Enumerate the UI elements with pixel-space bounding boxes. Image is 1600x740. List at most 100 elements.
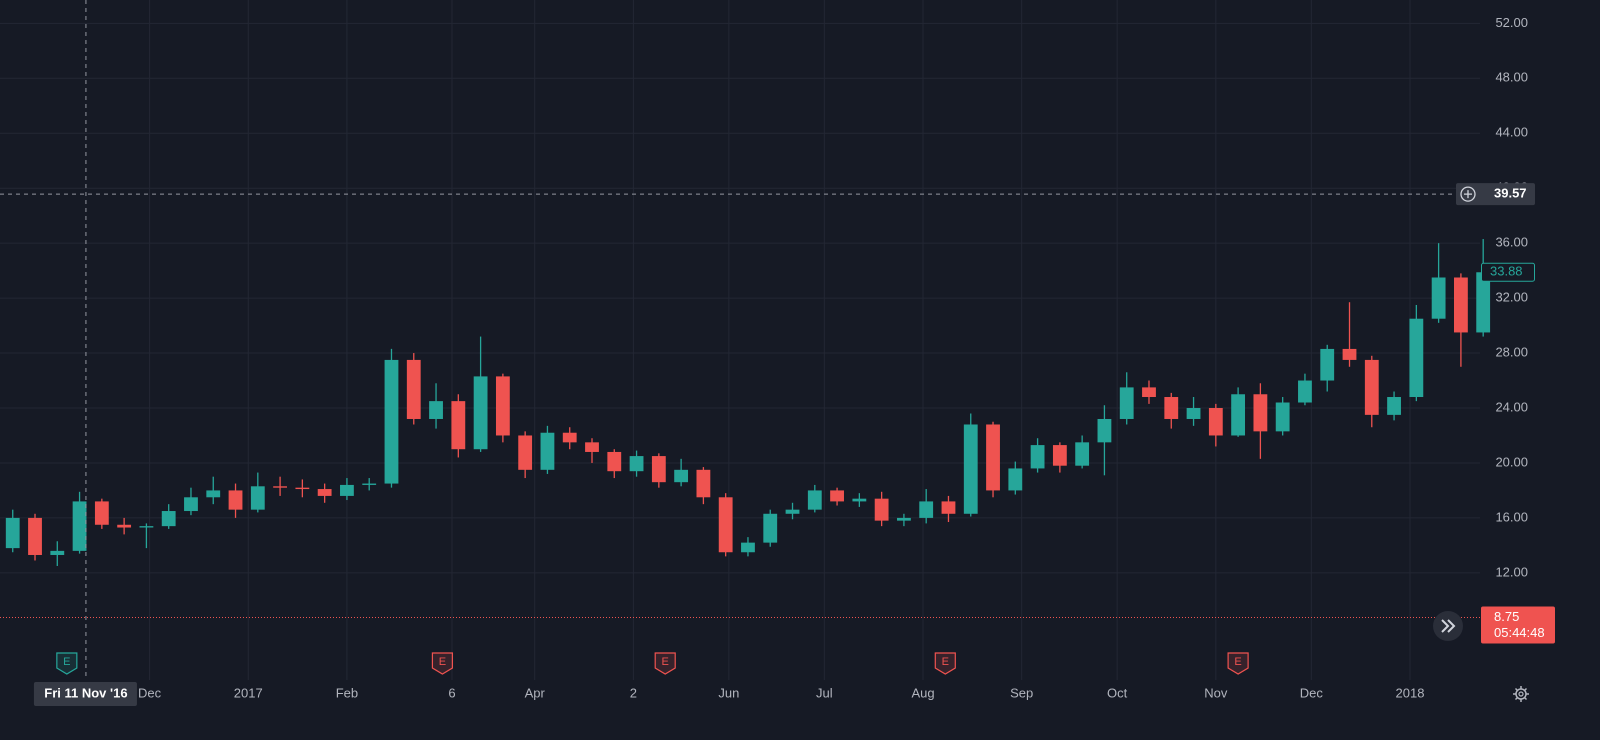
x-tick-label: Feb: [336, 685, 358, 700]
candle-body: [184, 497, 198, 512]
candle-body: [250, 486, 265, 510]
x-tick-label: 6: [448, 685, 455, 700]
candle-body: [897, 517, 911, 521]
candle-body: [50, 550, 65, 555]
x-tick-label: Aug: [911, 685, 934, 700]
scroll-to-realtime-button[interactable]: [1433, 611, 1463, 641]
y-tick-label: 36.00: [1495, 235, 1528, 250]
candle-body: [1052, 445, 1067, 466]
candle-body: [741, 542, 755, 553]
x-tick-label: 2: [630, 685, 637, 700]
earnings-marker[interactable]: [934, 652, 956, 675]
candle-body: [941, 501, 956, 514]
candle-body: [117, 524, 132, 528]
earnings-label: E: [63, 656, 70, 668]
candle-body: [1231, 394, 1246, 436]
candle-body: [1364, 359, 1379, 415]
earnings-marker[interactable]: [1227, 652, 1249, 675]
candle-body: [807, 490, 822, 510]
candle-body: [340, 484, 354, 496]
candle-body: [518, 435, 533, 470]
y-tick-label: 52.00: [1495, 15, 1528, 30]
candle-body: [206, 490, 221, 498]
price-line-label: 8.75: [1494, 609, 1519, 624]
candle-body: [5, 517, 20, 549]
y-tick-label: 24.00: [1495, 399, 1528, 414]
candle-body: [1119, 387, 1134, 419]
candle-body: [451, 401, 466, 450]
candle-body: [1186, 408, 1201, 419]
candle-body: [1275, 402, 1290, 432]
crosshair-date-box: [33, 682, 137, 706]
x-tick-label: Apr: [525, 685, 546, 700]
candle-body: [1453, 277, 1468, 333]
price-line-label-bg: [1481, 606, 1555, 644]
earnings-marker[interactable]: [431, 652, 454, 675]
earnings-label: E: [1234, 656, 1241, 668]
x-tick-label: 2017: [234, 685, 263, 700]
candle-body: [1208, 408, 1223, 436]
countdown-label: 05:44:48: [1494, 625, 1545, 640]
x-tick-label: Jun: [718, 685, 739, 700]
candle-body: [1008, 468, 1023, 491]
candle-body: [874, 498, 889, 521]
x-tick-label: 2018: [1396, 685, 1425, 700]
y-tick-label: 28.00: [1495, 344, 1528, 359]
candle-body: [429, 401, 443, 419]
candle-body: [1320, 348, 1335, 381]
x-tick-label: Dec: [138, 685, 162, 700]
candle-body: [1075, 442, 1090, 466]
x-tick-label: Dec: [1300, 685, 1324, 700]
earnings-label: E: [439, 656, 446, 668]
candle-body: [1409, 318, 1424, 398]
settings-button[interactable]: [1513, 686, 1529, 702]
candle-body: [562, 432, 577, 443]
candle-body: [495, 376, 510, 436]
candles: [5, 239, 1491, 566]
candle-body: [830, 490, 844, 502]
y-tick-label: 12.00: [1495, 564, 1528, 579]
x-tick-label: Oct: [1107, 685, 1128, 700]
candle-body: [651, 456, 666, 483]
candle-body: [406, 359, 421, 419]
candle-body: [674, 469, 689, 483]
candle-body: [139, 526, 154, 528]
candle-body: [1387, 397, 1401, 415]
candle-body: [1164, 397, 1179, 419]
candle-body: [1431, 277, 1446, 319]
candle-body: [607, 451, 622, 472]
candle-body: [763, 513, 778, 543]
candle-body: [585, 442, 599, 452]
y-tick-label: 44.00: [1495, 125, 1528, 140]
candle-body: [317, 489, 332, 496]
add-alert-button[interactable]: [1460, 186, 1476, 202]
candle-body: [295, 487, 310, 490]
candle-body: [72, 501, 87, 551]
crosshair-date-label: Fri 11 Nov '16: [44, 685, 127, 700]
y-tick-label: 48.00: [1495, 70, 1528, 85]
last-price-label: 33.88: [1490, 264, 1523, 279]
candle-body: [1476, 272, 1491, 333]
candle-body: [540, 432, 555, 470]
candle-body: [161, 511, 176, 527]
candle-body: [1097, 418, 1112, 443]
candle-body: [696, 469, 711, 498]
earnings-marker[interactable]: [56, 652, 78, 675]
overlay: 12.0016.0020.0024.0028.0032.0036.0040.00…: [0, 0, 1555, 706]
earnings-label: E: [662, 656, 669, 668]
candle-body: [28, 517, 42, 555]
x-tick-label: Sep: [1010, 685, 1033, 700]
candle-body: [629, 456, 644, 472]
candle-body: [384, 359, 399, 484]
earnings-label: E: [942, 656, 949, 668]
earnings-marker[interactable]: [654, 652, 676, 675]
candle-body: [94, 501, 109, 525]
candle-body: [1030, 445, 1045, 469]
candle-body: [362, 483, 377, 485]
candle-body: [785, 509, 800, 514]
x-tick-label: Nov: [1204, 685, 1228, 700]
candle-body: [273, 486, 287, 488]
